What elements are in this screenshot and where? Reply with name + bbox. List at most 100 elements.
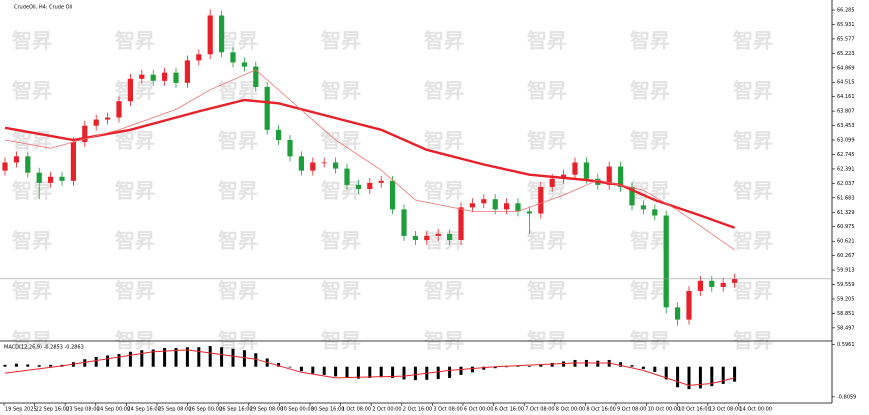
macd-bar (14, 363, 18, 367)
macd-bar (550, 362, 554, 367)
macd-bar (356, 366, 360, 379)
watermark: 智昇 (218, 129, 258, 153)
macd-bar (254, 353, 258, 367)
macd-bar (653, 366, 657, 372)
macd-bar (562, 361, 566, 367)
y-tick-label: 58.497 (837, 325, 855, 331)
y-tick-label: 61.329 (837, 210, 855, 216)
macd-bar (436, 366, 440, 380)
candle-body (629, 186, 635, 206)
x-tick-label: 2 Oct 00:00 (372, 407, 401, 413)
watermark: 智昇 (527, 79, 567, 103)
macd-bar (459, 366, 463, 375)
watermark: 智昇 (115, 229, 155, 253)
x-tick-label: 9 Oct 08:00 (617, 407, 646, 413)
candle-body (127, 78, 133, 102)
x-tick-label: 30 Sep 00:00 (280, 407, 313, 413)
candle-body (59, 176, 65, 181)
x-tick-label: 23 Sep 08:00 (66, 407, 99, 413)
watermark: 智昇 (115, 329, 155, 353)
y-tick-label: 64.515 (837, 80, 855, 86)
candle-body (458, 207, 464, 240)
candle-body (355, 184, 361, 189)
macd-bar (334, 366, 338, 377)
macd-bar (220, 347, 224, 367)
macd-bar (516, 365, 520, 367)
candle-body (515, 203, 521, 212)
watermark: 智昇 (424, 279, 464, 303)
x-tick-label: 25 Sep 08:00 (158, 407, 191, 413)
candle-body (2, 162, 8, 171)
macd-bar (197, 347, 201, 367)
watermark: 智昇 (630, 129, 670, 153)
candle-body (652, 209, 658, 216)
x-tick-label: 24 Sep 00:00 (97, 407, 130, 413)
candle-body (287, 140, 293, 157)
watermark: 智昇 (424, 129, 464, 153)
candle-body (469, 203, 475, 208)
watermark: 智昇 (527, 29, 567, 53)
macd-bar (37, 365, 41, 367)
x-tick-label: 8 Oct 16:00 (586, 407, 615, 413)
watermark: 智昇 (527, 129, 567, 153)
candle-body (162, 72, 168, 81)
macd-bar (140, 350, 144, 367)
watermark: 智昇 (630, 279, 670, 303)
candle-body (401, 209, 407, 236)
y-tick-label: 63.099 (837, 138, 855, 144)
watermark: 智昇 (115, 279, 155, 303)
macd-bar (368, 366, 372, 378)
x-tick-label: 26 Sep 00:00 (189, 407, 222, 413)
x-tick-label: 29 Sep 08:00 (250, 407, 283, 413)
candle-body (48, 176, 54, 183)
macd-bar (151, 349, 155, 367)
watermark: 智昇 (733, 29, 773, 53)
x-tick-label: 3 Oct 08:00 (433, 407, 462, 413)
candle-body (139, 74, 145, 79)
watermark: 智昇 (115, 29, 155, 53)
watermark: 智昇 (321, 329, 361, 353)
y-tick-label: 63.807 (837, 109, 855, 115)
y-tick-label: 66.285 (837, 8, 855, 14)
candle-body (367, 182, 373, 189)
macd-bar (322, 366, 326, 375)
x-tick-label: 30 Sep 16:00 (311, 407, 344, 413)
macd-bar (721, 366, 725, 384)
candle-body (663, 215, 669, 308)
y-tick-label: 62.745 (837, 152, 855, 158)
candle-body (675, 307, 681, 320)
watermark: 智昇 (218, 79, 258, 103)
candle-body (344, 168, 350, 185)
x-tick-label: 13 Oct 08:00 (709, 407, 742, 413)
candle-body (264, 86, 270, 130)
watermark: 智昇 (630, 29, 670, 53)
macd-bar (664, 366, 668, 380)
macd-bar (277, 362, 281, 367)
candle-body (241, 62, 247, 67)
watermark: 智昇 (733, 179, 773, 203)
macd-bar (163, 347, 167, 367)
macd-bar (231, 348, 235, 367)
x-tick-label: 10 Oct 00:00 (648, 407, 681, 413)
watermark: 智昇 (733, 229, 773, 253)
candle-body (412, 235, 418, 240)
macd-bar (402, 366, 406, 380)
candle-body (105, 117, 111, 120)
candle-body (424, 235, 430, 240)
macd-bar (470, 366, 474, 373)
candle-body (709, 280, 715, 287)
candle-body (549, 178, 555, 187)
candle-body (538, 186, 544, 214)
candle-body (378, 180, 384, 183)
watermark: 智昇 (12, 179, 52, 203)
y-tick-label: 58.851 (837, 311, 855, 317)
x-tick-label: 24 Sep 16:00 (127, 407, 160, 413)
watermark: 智昇 (527, 329, 567, 353)
candle-body (606, 166, 612, 185)
macd-bar (505, 366, 509, 368)
moving-average (4, 98, 736, 229)
watermark: 智昇 (733, 129, 773, 153)
candle-body (219, 15, 225, 53)
y-tick-label: 61.683 (837, 195, 855, 201)
macd-bar (596, 360, 600, 367)
